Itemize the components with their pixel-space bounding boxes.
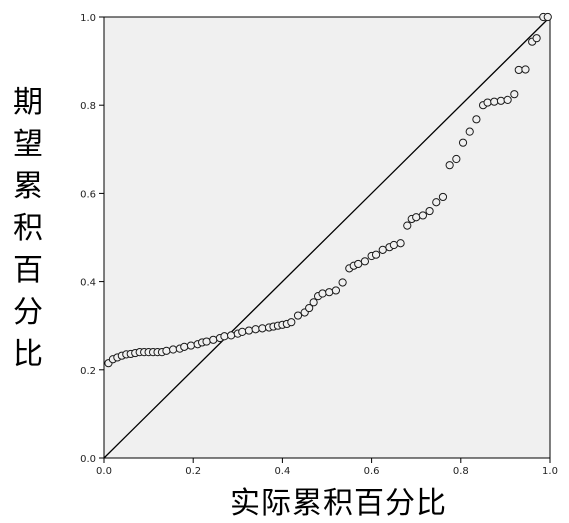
data-point	[503, 95, 512, 105]
y-axis-ticks: 0.0 0.2 0.4 0.6 0.8 1.0	[80, 13, 104, 465]
y-tick-label: 0.6	[80, 189, 96, 200]
x-tick-label: 1.0	[542, 466, 558, 477]
data-point	[432, 198, 441, 207]
data-point	[543, 12, 552, 22]
data-point	[438, 192, 448, 202]
data-point	[202, 337, 211, 346]
y-axis-label: 期望累积百分比	[8, 82, 48, 376]
data-point	[378, 245, 387, 254]
y-axis-label-char: 比	[13, 337, 43, 372]
data-point	[396, 239, 405, 248]
data-point	[186, 341, 196, 350]
reference-diagonal-line	[103, 16, 551, 459]
data-point	[238, 327, 247, 336]
data-point	[496, 96, 506, 105]
y-tick-label: 0.4	[80, 278, 96, 289]
data-point	[220, 332, 229, 341]
data-point	[418, 211, 427, 220]
x-tick-label: 0.6	[364, 466, 380, 477]
data-point	[354, 259, 363, 269]
x-tick-label: 0.8	[453, 466, 469, 477]
data-points	[104, 12, 552, 368]
data-point	[244, 326, 254, 335]
x-tick-label: 0.2	[185, 466, 201, 477]
data-point	[209, 335, 218, 344]
y-axis-label-char: 百	[13, 253, 43, 288]
y-axis-label-char: 期	[13, 85, 43, 120]
data-point	[293, 311, 303, 320]
data-point	[338, 278, 347, 287]
data-point	[514, 65, 523, 75]
y-tick-label: 0.2	[80, 366, 96, 377]
data-point	[180, 342, 189, 351]
data-point	[532, 34, 541, 43]
y-axis-label-char: 望	[13, 127, 43, 162]
data-point	[371, 250, 381, 259]
data-point	[258, 324, 267, 333]
data-point	[227, 331, 236, 340]
y-tick-label: 0.0	[80, 454, 96, 465]
y-axis-label-char: 积	[13, 211, 43, 246]
data-point	[445, 161, 454, 170]
data-point	[483, 98, 492, 107]
y-tick-label: 0.8	[80, 101, 96, 112]
data-point	[452, 154, 461, 164]
data-point	[305, 303, 314, 313]
data-point	[472, 115, 481, 124]
data-point	[309, 298, 318, 307]
data-point	[403, 221, 412, 230]
data-point	[251, 325, 260, 334]
data-point	[425, 206, 434, 216]
x-axis-ticks: 0.0 0.2 0.4 0.6 0.8 1.0	[96, 458, 558, 477]
data-point	[510, 90, 519, 99]
data-point	[490, 97, 499, 106]
y-axis-label-char: 分	[13, 295, 43, 330]
data-point	[389, 240, 398, 250]
y-tick-label: 1.0	[80, 13, 96, 24]
data-point	[331, 286, 341, 295]
data-point	[287, 318, 296, 327]
data-point	[169, 345, 178, 354]
x-tick-label: 0.4	[274, 466, 290, 477]
data-point	[458, 138, 468, 147]
data-point	[360, 257, 370, 266]
data-point	[162, 346, 171, 355]
x-tick-label: 0.0	[96, 466, 112, 477]
x-axis-label: 实际累积百分比	[230, 486, 447, 521]
data-point	[318, 289, 327, 298]
data-point	[521, 65, 530, 74]
data-point	[465, 127, 474, 136]
data-point	[412, 213, 421, 222]
data-point	[325, 288, 334, 297]
y-axis-label-char: 累	[13, 169, 43, 204]
